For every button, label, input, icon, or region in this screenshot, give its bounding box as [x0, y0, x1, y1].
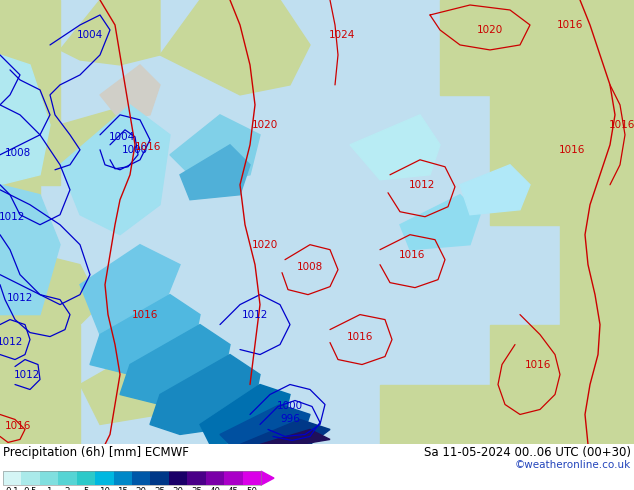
Text: 1: 1 [46, 487, 52, 490]
Text: 1016: 1016 [399, 250, 425, 260]
Text: 1016: 1016 [559, 145, 585, 155]
Text: 5: 5 [83, 487, 89, 490]
Polygon shape [220, 404, 310, 444]
Polygon shape [160, 0, 310, 95]
Polygon shape [180, 145, 250, 200]
Polygon shape [60, 105, 170, 235]
Text: 2: 2 [65, 487, 70, 490]
Bar [169, 471, 187, 485]
Polygon shape [80, 245, 180, 335]
Bar [3, 471, 261, 485]
Polygon shape [60, 105, 160, 180]
FancyBboxPatch shape [490, 0, 634, 225]
Text: 1012: 1012 [409, 180, 435, 190]
Text: Precipitation (6h) [mm] ECMWF: Precipitation (6h) [mm] ECMWF [3, 446, 189, 460]
Text: 1008: 1008 [5, 148, 31, 158]
Text: 15: 15 [117, 487, 128, 490]
FancyBboxPatch shape [530, 0, 590, 105]
Text: 1016: 1016 [5, 421, 31, 432]
Text: 1016: 1016 [132, 310, 158, 319]
Text: 1012: 1012 [242, 310, 268, 319]
FancyBboxPatch shape [0, 0, 60, 185]
Bar [150, 471, 169, 485]
Text: 45: 45 [228, 487, 239, 490]
Bar [40, 471, 58, 485]
Text: 1012: 1012 [14, 369, 40, 380]
Polygon shape [0, 185, 60, 315]
Text: 35: 35 [191, 487, 202, 490]
Bar [205, 471, 224, 485]
Text: 1020: 1020 [477, 25, 503, 35]
Bar [187, 471, 205, 485]
Bar [113, 471, 132, 485]
Text: 1016: 1016 [347, 332, 373, 342]
Bar [243, 471, 261, 485]
Text: 20: 20 [136, 487, 146, 490]
Bar [58, 471, 77, 485]
FancyBboxPatch shape [380, 385, 500, 444]
Text: 1000: 1000 [277, 401, 303, 412]
Polygon shape [0, 55, 50, 185]
Text: 1012: 1012 [0, 212, 25, 221]
FancyBboxPatch shape [0, 145, 40, 245]
Polygon shape [80, 344, 180, 424]
Text: 1016: 1016 [135, 142, 161, 152]
FancyBboxPatch shape [0, 324, 80, 444]
Text: 1012: 1012 [7, 293, 33, 303]
Text: 996: 996 [280, 415, 300, 424]
Polygon shape [200, 385, 290, 444]
Text: 1016: 1016 [609, 120, 634, 130]
Text: 1020: 1020 [252, 240, 278, 250]
Polygon shape [261, 471, 274, 485]
Text: 1024: 1024 [329, 30, 355, 40]
Polygon shape [150, 355, 260, 435]
Polygon shape [90, 294, 200, 374]
Text: 0.1: 0.1 [6, 487, 19, 490]
Polygon shape [240, 419, 330, 444]
Text: 1004: 1004 [109, 132, 135, 142]
Polygon shape [170, 115, 260, 185]
Text: 30: 30 [172, 487, 184, 490]
FancyBboxPatch shape [440, 0, 520, 95]
Text: 0.5: 0.5 [24, 487, 37, 490]
Bar [77, 471, 95, 485]
Text: Sa 11-05-2024 00..06 UTC (00+30): Sa 11-05-2024 00..06 UTC (00+30) [424, 446, 631, 460]
Bar [132, 471, 150, 485]
Polygon shape [350, 115, 440, 180]
Bar [95, 471, 113, 485]
Bar [224, 471, 243, 485]
Text: 1000: 1000 [122, 145, 148, 155]
Text: 1016: 1016 [557, 20, 583, 30]
Polygon shape [120, 324, 230, 404]
Text: 1008: 1008 [297, 262, 323, 271]
Polygon shape [100, 65, 160, 120]
Text: 10: 10 [99, 487, 110, 490]
Polygon shape [260, 429, 330, 444]
Text: 40: 40 [209, 487, 221, 490]
FancyBboxPatch shape [560, 205, 634, 365]
Polygon shape [460, 165, 530, 215]
Text: 25: 25 [154, 487, 165, 490]
Polygon shape [60, 0, 160, 65]
Polygon shape [400, 195, 480, 250]
Text: 1012: 1012 [0, 337, 23, 346]
Bar [22, 471, 40, 485]
FancyBboxPatch shape [490, 324, 634, 444]
Bar [3, 471, 22, 485]
Text: 1016: 1016 [525, 360, 551, 369]
Text: 1004: 1004 [77, 30, 103, 40]
Text: ©weatheronline.co.uk: ©weatheronline.co.uk [515, 460, 631, 470]
Text: 1020: 1020 [252, 120, 278, 130]
Polygon shape [0, 245, 100, 344]
Text: 50: 50 [246, 487, 257, 490]
